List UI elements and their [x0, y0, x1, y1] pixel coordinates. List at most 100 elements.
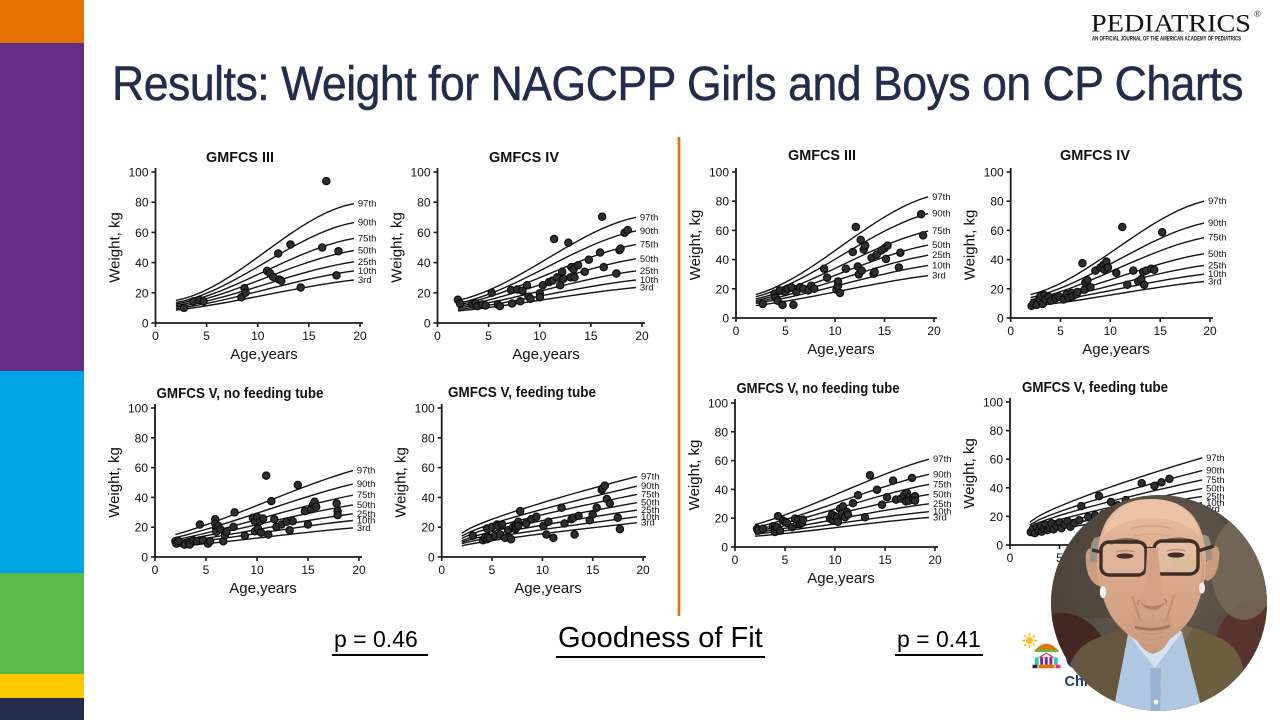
svg-text:3rd: 3rd	[640, 283, 654, 294]
svg-text:0: 0	[722, 312, 729, 326]
svg-text:20: 20	[421, 521, 435, 535]
svg-text:97th: 97th	[357, 466, 376, 477]
svg-text:3rd: 3rd	[1208, 277, 1222, 288]
svg-text:80: 80	[417, 196, 431, 210]
svg-text:90th: 90th	[640, 226, 659, 237]
svg-text:20: 20	[928, 553, 942, 567]
svg-text:10th: 10th	[640, 275, 659, 286]
svg-text:GMFCS V, feeding tube: GMFCS V, feeding tube	[448, 384, 596, 401]
svg-text:20: 20	[353, 329, 367, 343]
svg-text:40: 40	[135, 256, 149, 270]
svg-text:10th: 10th	[932, 260, 951, 271]
svg-text:90th: 90th	[932, 209, 951, 220]
svg-text:GMFCS V, no feeding tube: GMFCS V, no feeding tube	[737, 380, 900, 397]
svg-text:3rd: 3rd	[358, 275, 372, 286]
svg-text:Age,years: Age,years	[512, 346, 580, 363]
svg-text:60: 60	[715, 454, 729, 468]
svg-text:3rd: 3rd	[357, 523, 371, 534]
svg-text:60: 60	[716, 224, 730, 238]
svg-text:20: 20	[715, 512, 729, 526]
svg-text:10th: 10th	[641, 512, 660, 523]
svg-text:50th: 50th	[933, 489, 952, 500]
svg-text:®: ®	[1254, 9, 1261, 19]
svg-text:10: 10	[828, 324, 842, 338]
svg-text:15: 15	[302, 329, 316, 343]
svg-text:90th: 90th	[641, 481, 660, 492]
svg-text:5: 5	[485, 329, 492, 343]
svg-text:20: 20	[352, 563, 366, 577]
svg-text:25th: 25th	[932, 250, 951, 261]
svg-text:25th: 25th	[1206, 491, 1225, 502]
svg-text:40: 40	[716, 253, 730, 267]
svg-text:25th: 25th	[640, 266, 659, 277]
svg-text:10th: 10th	[933, 507, 952, 518]
svg-text:0: 0	[733, 324, 740, 338]
svg-text:80: 80	[990, 424, 1004, 438]
svg-text:75th: 75th	[357, 490, 376, 501]
svg-text:80: 80	[715, 425, 729, 439]
svg-text:90th: 90th	[933, 469, 952, 480]
svg-text:25th: 25th	[1208, 260, 1227, 271]
svg-text:15: 15	[878, 324, 892, 338]
svg-text:100: 100	[128, 402, 148, 416]
svg-text:40: 40	[990, 481, 1004, 495]
svg-text:100: 100	[128, 166, 148, 180]
svg-text:75th: 75th	[358, 233, 377, 244]
svg-text:15: 15	[1154, 324, 1168, 338]
svg-text:Weight, kg: Weight, kg	[962, 210, 979, 281]
svg-text:20: 20	[1203, 324, 1217, 338]
svg-text:0: 0	[438, 563, 445, 577]
svg-text:10th: 10th	[358, 266, 377, 277]
svg-text:97th: 97th	[932, 192, 951, 203]
svg-text:0: 0	[1007, 551, 1014, 565]
svg-text:50th: 50th	[640, 254, 659, 265]
svg-text:20: 20	[135, 286, 149, 300]
svg-text:90th: 90th	[357, 479, 376, 490]
svg-text:60: 60	[990, 453, 1004, 467]
svg-text:60: 60	[135, 461, 149, 475]
svg-text:75th: 75th	[933, 479, 952, 490]
svg-text:20: 20	[927, 324, 941, 338]
svg-text:50th: 50th	[932, 240, 951, 251]
svg-text:60: 60	[135, 226, 149, 240]
svg-text:0: 0	[152, 329, 159, 343]
svg-text:5: 5	[203, 329, 210, 343]
svg-text:40: 40	[421, 491, 435, 505]
svg-text:100: 100	[415, 402, 435, 416]
svg-text:0: 0	[424, 317, 431, 331]
svg-text:60: 60	[421, 461, 435, 475]
svg-text:0: 0	[1007, 324, 1014, 338]
svg-text:0: 0	[996, 539, 1003, 553]
svg-text:90th: 90th	[1208, 218, 1227, 229]
svg-text:20: 20	[135, 521, 149, 535]
svg-text:80: 80	[421, 431, 435, 445]
svg-text:10: 10	[828, 553, 842, 567]
svg-text:5: 5	[1056, 551, 1063, 565]
svg-text:100: 100	[709, 166, 729, 180]
svg-text:80: 80	[135, 196, 149, 210]
svg-text:15: 15	[586, 563, 600, 577]
svg-text:Weight, kg: Weight, kg	[107, 212, 124, 283]
svg-text:20: 20	[716, 282, 730, 296]
svg-text:25th: 25th	[358, 257, 377, 268]
svg-text:Age,years: Age,years	[229, 580, 297, 597]
svg-text:Weight, kg: Weight, kg	[106, 447, 123, 518]
svg-text:5: 5	[782, 553, 789, 567]
svg-text:0: 0	[732, 553, 739, 567]
svg-text:Weight, kg: Weight, kg	[389, 212, 406, 283]
svg-text:20: 20	[636, 563, 650, 577]
svg-text:97th: 97th	[1208, 196, 1227, 207]
svg-text:GMFCS IV: GMFCS IV	[1060, 147, 1130, 164]
svg-text:25th: 25th	[357, 509, 376, 520]
svg-text:0: 0	[428, 551, 435, 565]
svg-text:60: 60	[990, 224, 1004, 238]
svg-text:97th: 97th	[933, 454, 952, 465]
svg-text:80: 80	[716, 195, 730, 209]
svg-text:GMFCS III: GMFCS III	[206, 149, 274, 166]
svg-text:15: 15	[584, 329, 598, 343]
svg-text:Age,years: Age,years	[807, 570, 875, 587]
svg-text:GMFCS III: GMFCS III	[788, 147, 856, 164]
svg-text:0: 0	[152, 563, 159, 577]
svg-text:50th: 50th	[641, 498, 660, 509]
svg-text:10: 10	[250, 563, 264, 577]
